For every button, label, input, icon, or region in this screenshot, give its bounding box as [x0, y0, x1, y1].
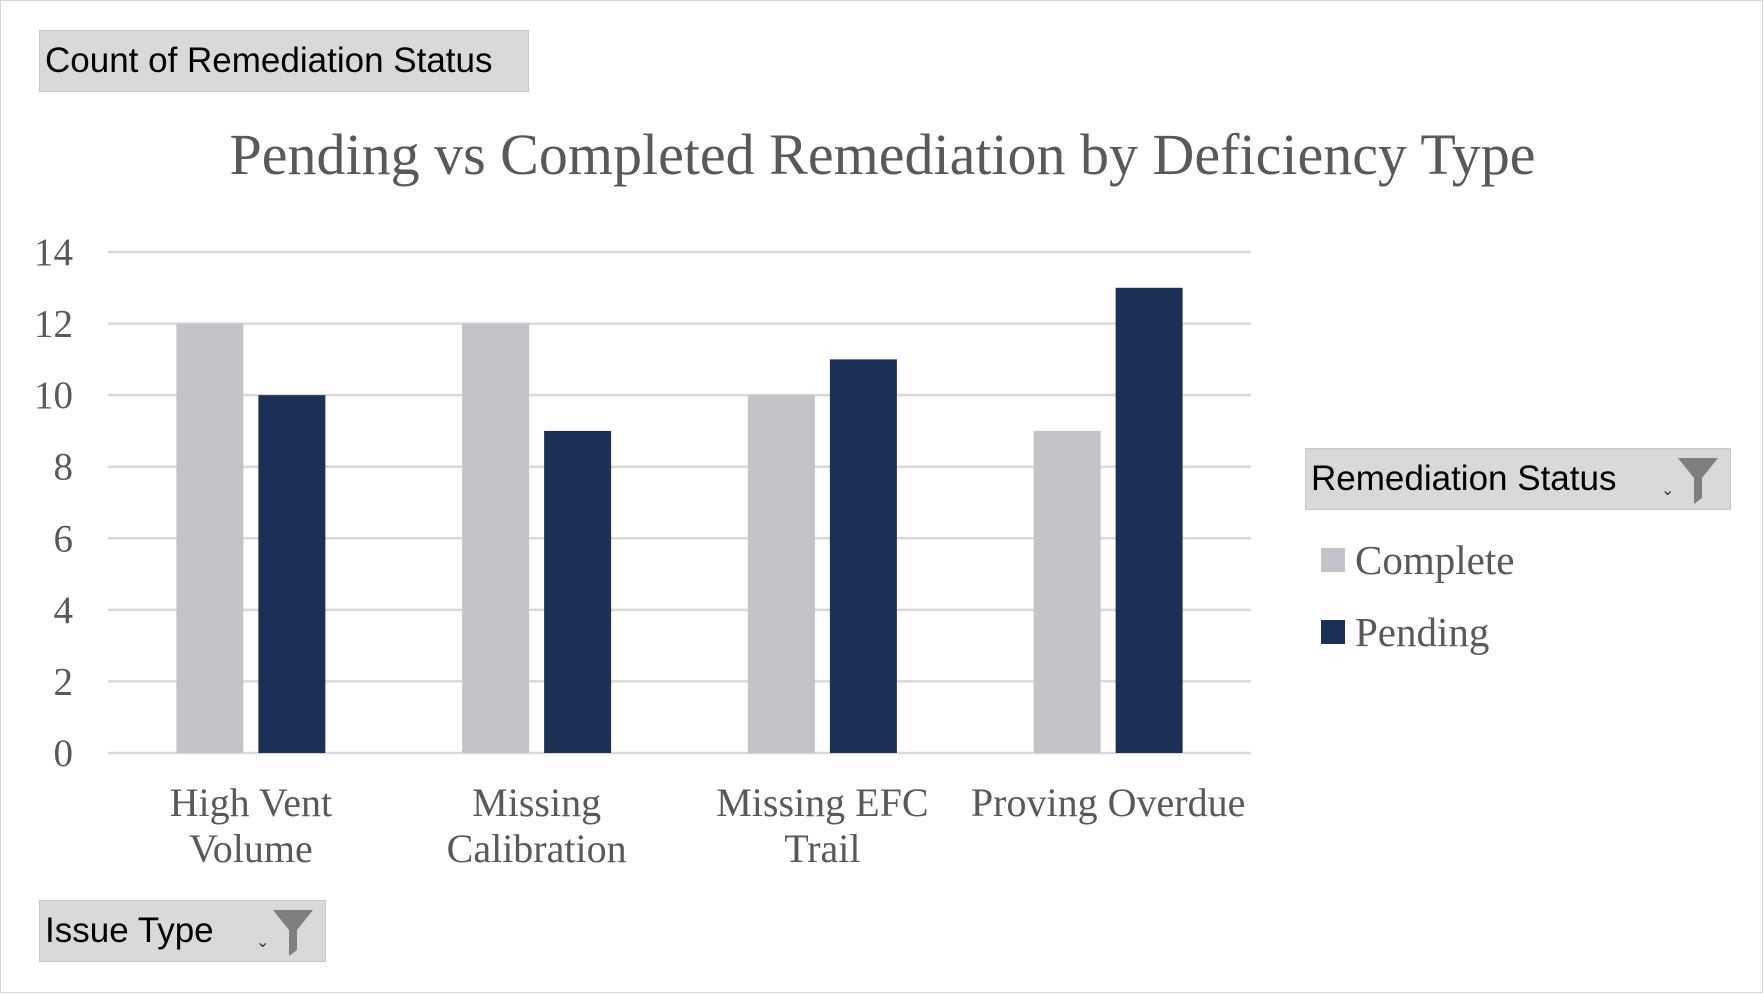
x-tick-label: Missing EFC — [716, 780, 928, 825]
bar-pending — [258, 395, 326, 753]
y-tick-label: 4 — [54, 589, 74, 632]
legend-label: Pending — [1355, 609, 1490, 655]
chevron-down-icon[interactable]: ⌄ — [1661, 482, 1675, 499]
legend-entry-pending: Pending — [1321, 596, 1514, 668]
legend: Complete Pending — [1321, 524, 1514, 668]
y-tick-label: 6 — [54, 517, 74, 560]
x-tick-label: Calibration — [447, 826, 627, 871]
axis-field-button[interactable]: Issue Type ⌄ — [39, 900, 326, 962]
x-tick-label: High Vent — [170, 780, 333, 825]
filter-icon[interactable] — [271, 906, 315, 958]
bar-pending — [1115, 287, 1183, 753]
y-tick-label: 8 — [54, 446, 74, 489]
y-tick-label: 0 — [54, 732, 74, 775]
x-tick-label: Proving Overdue — [971, 780, 1245, 825]
y-tick-label: 10 — [34, 374, 73, 417]
y-tick-label: 2 — [54, 660, 74, 703]
legend-label: Complete — [1355, 537, 1515, 583]
legend-field-label: Remediation Status — [1311, 459, 1617, 498]
bar-pending — [544, 430, 612, 753]
y-tick-label: 14 — [34, 231, 73, 274]
x-tick-label: Missing — [472, 780, 601, 825]
legend-field-button[interactable]: Remediation Status ⌄ — [1305, 448, 1731, 510]
bar-complete — [1033, 430, 1101, 753]
bar-complete — [176, 323, 244, 753]
value-field-button[interactable]: Count of Remediation Status — [39, 30, 529, 92]
x-tick-label: Volume — [189, 826, 313, 871]
chevron-down-icon[interactable]: ⌄ — [256, 934, 270, 951]
bar-pending — [829, 359, 897, 753]
axis-field-label: Issue Type — [45, 911, 214, 950]
bar-complete — [462, 323, 530, 753]
legend-entry-complete: Complete — [1321, 524, 1514, 596]
y-tick-label: 12 — [34, 303, 73, 346]
bar-complete — [747, 395, 815, 753]
x-tick-label: Trail — [784, 826, 860, 871]
value-field-label: Count of Remediation Status — [45, 41, 493, 80]
legend-swatch — [1321, 548, 1345, 572]
filter-icon[interactable] — [1676, 454, 1720, 506]
legend-swatch — [1321, 620, 1345, 644]
chart-title: Pending vs Completed Remediation by Defi… — [229, 122, 1536, 187]
